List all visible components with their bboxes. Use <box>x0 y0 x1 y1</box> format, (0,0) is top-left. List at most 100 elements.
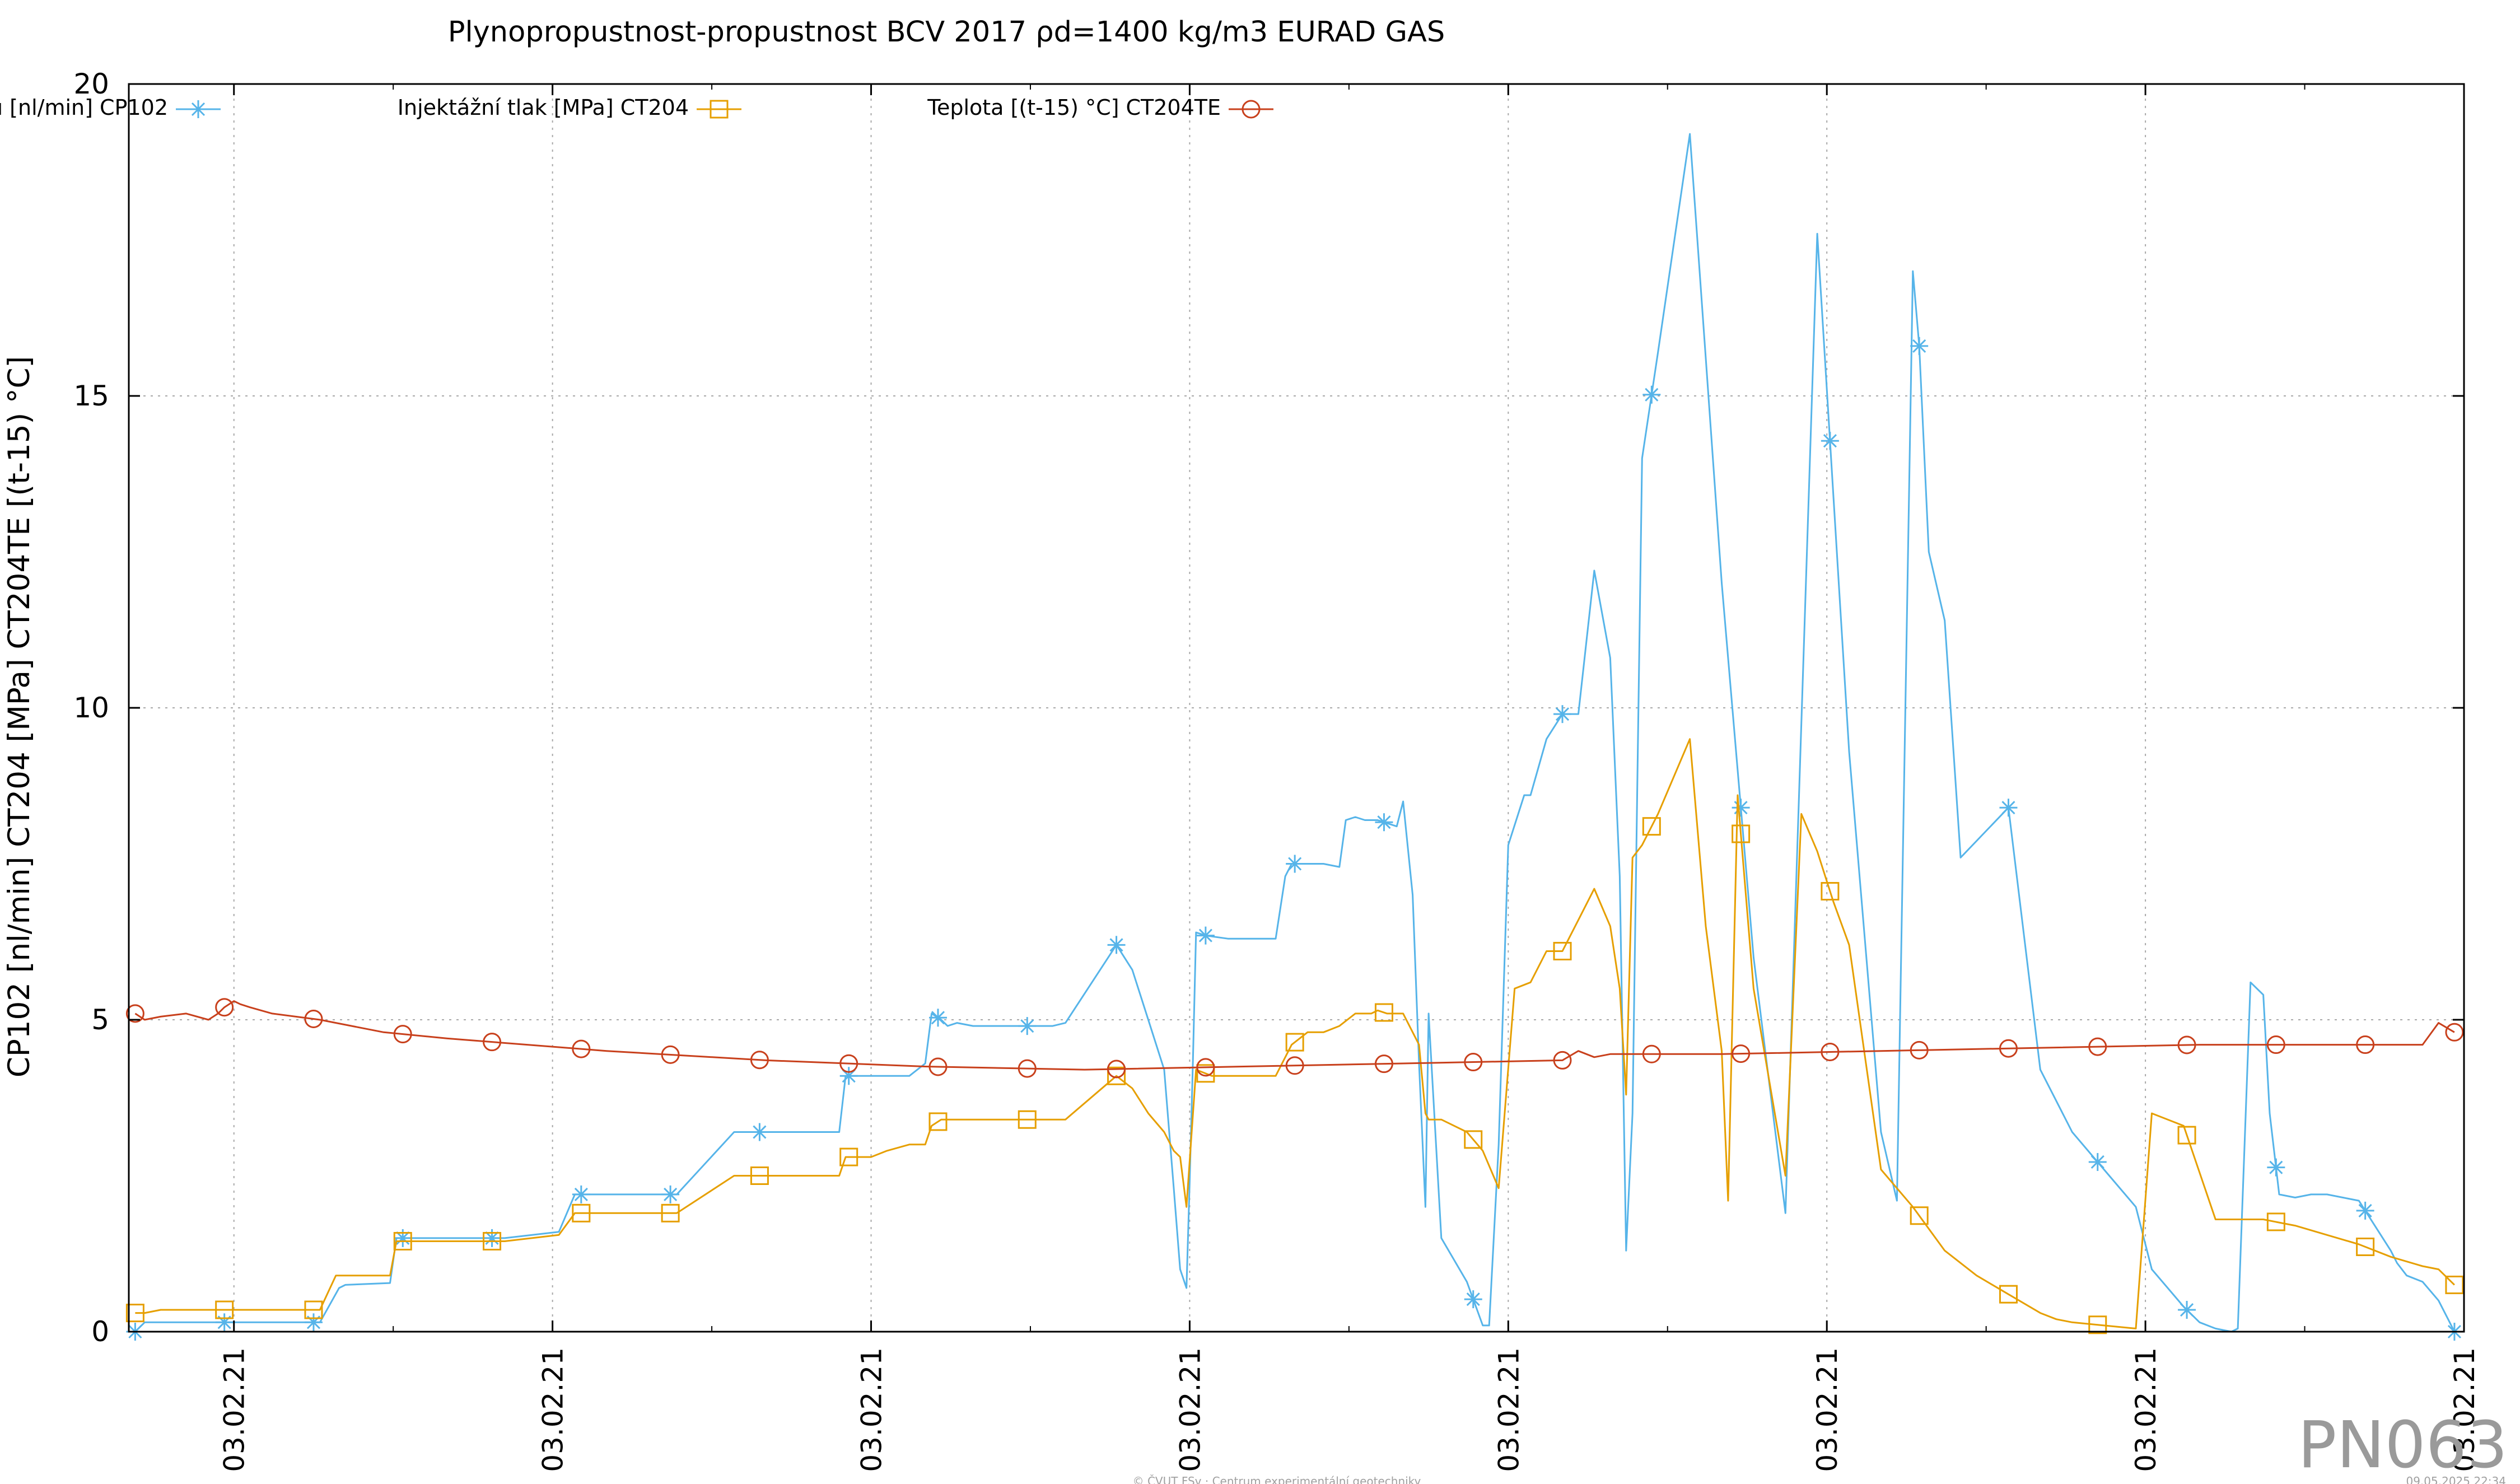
data-point <box>483 1229 501 1247</box>
x-tick-label: 03.02.21 <box>2448 1347 2481 1472</box>
series-layer <box>125 133 2464 1341</box>
x-tick-label: 03.02.21 <box>218 1347 251 1472</box>
data-point <box>1018 1110 1037 1129</box>
legend-label: Průtok vzduchu [nl/min] CP102 <box>0 95 168 120</box>
data-point <box>661 1185 680 1203</box>
legend-label: Injektážní tlak [MPa] CT204 <box>398 95 689 120</box>
chart-title: Plynopropustnost-propustnost BCV 2017 ρd… <box>448 16 1445 49</box>
axis-ticks: 0 5 10 15 20 03.02.21 03.02.21 03.02.21 03.02.21… <box>73 68 2481 1472</box>
data-point <box>1553 705 1572 724</box>
data-point <box>304 1010 323 1029</box>
data-point <box>125 1304 144 1323</box>
data-point <box>839 1054 858 1073</box>
x-tick-label: 03.02.21 <box>537 1347 570 1472</box>
x-tick-label: 03.02.21 <box>1811 1347 1844 1472</box>
data-point <box>839 1147 858 1166</box>
series-line <box>135 738 2455 1329</box>
series-2 <box>125 738 2464 1334</box>
data-point <box>572 1039 591 1058</box>
data-point <box>572 1185 590 1203</box>
x-tick-label: 03.02.21 <box>2130 1347 2162 1472</box>
data-point <box>1821 432 1839 450</box>
y-axis-label: CP102 [nl/min] CT204 [MPa] CT204TE [(t-1… <box>2 356 36 1077</box>
data-point <box>928 1009 947 1027</box>
legend-item: Injektážní tlak [MPa] CT204 <box>398 95 741 120</box>
footer-timestamp: 09.05.2025 22:34 <box>2406 1474 2506 1484</box>
data-point <box>1553 1051 1572 1070</box>
data-point <box>1732 824 1751 843</box>
data-point <box>928 1057 948 1076</box>
data-point <box>1642 1044 1661 1063</box>
x-tick-label: 03.02.21 <box>856 1347 888 1472</box>
grid <box>129 84 2464 1332</box>
data-point <box>1374 1054 1393 1074</box>
data-point <box>928 1112 948 1131</box>
data-point <box>304 1300 323 1319</box>
data-point <box>572 1203 591 1222</box>
data-point <box>393 1231 412 1250</box>
legend: Průtok vzduchu [nl/min] CP102 Injektážní … <box>0 95 1273 120</box>
series-3 <box>125 998 2464 1079</box>
legend-marker <box>189 100 207 118</box>
legend-label: Teplota [(t-15) °C] CT204TE <box>927 95 1221 120</box>
data-point <box>1642 817 1661 836</box>
data-point <box>1374 1003 1393 1022</box>
data-point <box>1464 1290 1482 1309</box>
data-point <box>2177 1126 2196 1145</box>
series-1 <box>126 133 2463 1341</box>
data-point <box>394 1229 412 1247</box>
data-point <box>1642 385 1661 404</box>
x-tick-label: 03.02.21 <box>1492 1347 1525 1472</box>
data-point <box>304 1313 323 1332</box>
data-point <box>1018 1059 1037 1078</box>
data-point <box>1910 337 1929 355</box>
data-point <box>750 1166 769 1185</box>
data-point <box>215 998 234 1017</box>
data-point <box>2356 1201 2374 1220</box>
series-line <box>134 133 2456 1333</box>
data-point <box>1464 1053 1483 1072</box>
data-point <box>1018 1017 1037 1035</box>
data-point <box>1732 799 1750 817</box>
data-point <box>2088 1152 2107 1171</box>
data-point <box>750 1123 769 1141</box>
watermark: PN063 <box>2298 1408 2508 1483</box>
data-point <box>2266 1212 2285 1231</box>
data-point <box>483 1033 502 1052</box>
data-point <box>2267 1158 2285 1177</box>
y-tick-label: 10 <box>73 692 109 724</box>
data-point <box>1464 1130 1483 1149</box>
data-point <box>2445 1023 2464 1042</box>
data-point <box>393 1025 412 1044</box>
footer-credit: © ČVUT FSv · Centrum experimentální geot… <box>1133 1474 1421 1484</box>
legend-marker <box>710 100 729 119</box>
legend-item: Teplota [(t-15) °C] CT204TE <box>927 95 1273 120</box>
data-point <box>1107 1060 1126 1079</box>
data-point <box>1999 1285 2018 1304</box>
data-point <box>2356 1035 2375 1054</box>
data-point <box>2178 1301 2196 1319</box>
data-point <box>125 1004 144 1023</box>
data-point <box>2088 1315 2107 1334</box>
data-point <box>2356 1237 2375 1256</box>
data-point <box>1107 936 1126 954</box>
data-point <box>1375 813 1393 832</box>
data-point <box>215 1313 234 1332</box>
series-line <box>134 1000 2455 1071</box>
y-tick-label: 15 <box>73 380 109 412</box>
y-tick-label: 0 <box>91 1315 109 1348</box>
data-point <box>1553 941 1572 960</box>
data-point <box>1285 1056 1304 1075</box>
y-tick-label: 20 <box>73 68 109 100</box>
data-point <box>661 1203 680 1222</box>
data-point <box>1107 1066 1126 1085</box>
data-point <box>1286 855 1304 873</box>
data-point <box>750 1051 769 1070</box>
data-point <box>215 1300 234 1319</box>
y-tick-label: 5 <box>91 1004 109 1036</box>
data-point <box>1285 1033 1304 1052</box>
data-point <box>2177 1035 2196 1054</box>
data-point <box>2088 1037 2107 1056</box>
data-point <box>2266 1035 2285 1054</box>
